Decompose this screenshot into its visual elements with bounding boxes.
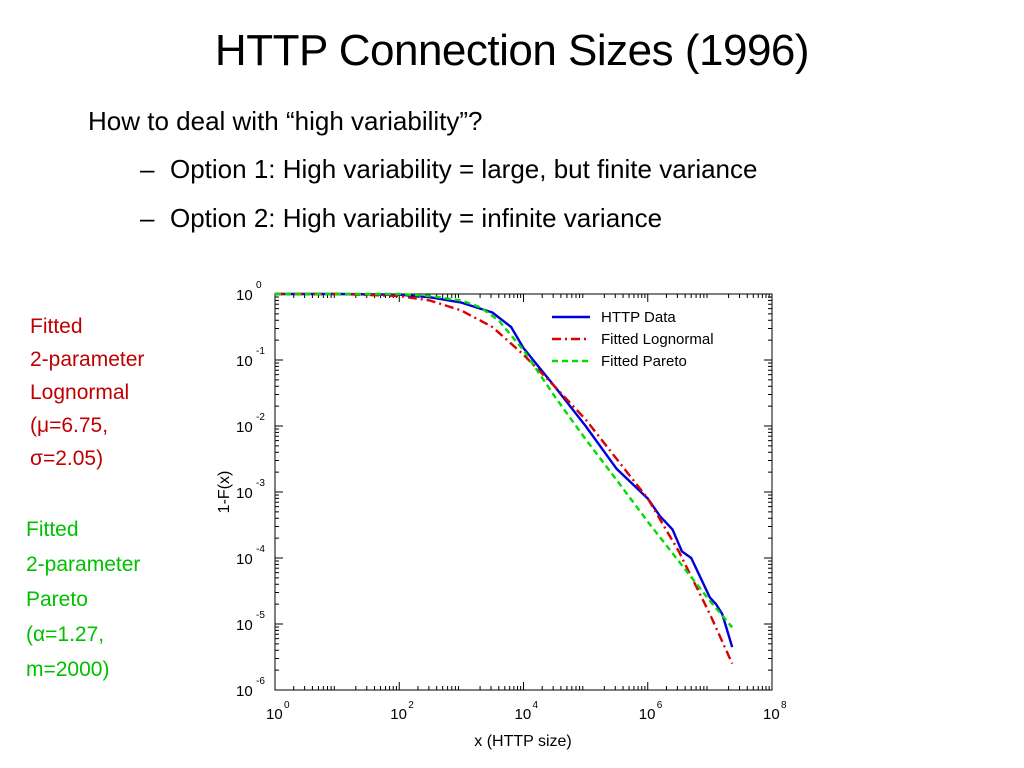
x-tick-label: 10 <box>763 706 780 723</box>
x-tick-label: 10 <box>266 706 283 723</box>
note-line: Pareto <box>26 588 88 611</box>
note-line: (μ=6.75, <box>30 414 109 437</box>
legend-label: HTTP Data <box>601 309 676 326</box>
series-lines <box>275 292 734 665</box>
note-line: 2-parameter <box>30 348 145 371</box>
y-tick-exponent: -3 <box>256 478 265 489</box>
x-axis-label: x (HTTP size) <box>474 733 571 750</box>
lognormal-fit-note: Fitted 2-parameter Lognormal (μ=6.75, σ=… <box>30 310 144 475</box>
sub-bullet-text: Option 1: High variability = large, but … <box>170 154 758 184</box>
note-line: (α=1.27, <box>26 623 105 646</box>
sub-bullet-text: Option 2: High variability = infinite va… <box>170 203 663 233</box>
y-tick-label: 10 <box>236 287 253 304</box>
y-tick-label: 10 <box>236 485 253 502</box>
y-tick-label: 10 <box>236 353 253 370</box>
sub-bullet-option-2: – Option 2: High variability = infinite v… <box>140 203 662 234</box>
main-bullet: How to deal with “high variability”? <box>88 106 483 136</box>
series-line-http-data <box>275 292 734 648</box>
y-tick-exponent: -6 <box>256 676 265 687</box>
y-tick-exponent: -5 <box>256 610 265 621</box>
x-tick-label: 10 <box>390 706 407 723</box>
y-tick-label: 10 <box>236 617 253 634</box>
x-tick-label: 10 <box>639 706 656 723</box>
note-line: Lognormal <box>30 381 130 404</box>
y-tick-exponent: 0 <box>256 280 262 291</box>
y-tick-exponent: -1 <box>256 346 265 357</box>
bullet-dash: – <box>140 203 155 233</box>
legend-label: Fitted Pareto <box>601 353 687 370</box>
note-line: σ=2.05) <box>30 447 104 470</box>
x-tick-exponent: 6 <box>657 700 663 711</box>
series-line-fitted-lognormal <box>275 292 734 665</box>
series-line-fitted-pareto <box>275 292 734 629</box>
plot-frame <box>274 293 773 691</box>
legend: HTTP Data Fitted Lognormal Fitted Pareto <box>552 309 714 370</box>
note-line: 2-parameter <box>26 553 141 576</box>
y-tick-label: 10 <box>236 551 253 568</box>
axis-ticks: 10010210410610810010-110-210-310-410-510… <box>236 280 787 723</box>
x-tick-exponent: 4 <box>533 700 539 711</box>
pareto-fit-note: Fitted 2-parameter Pareto (α=1.27, m=200… <box>26 512 140 687</box>
legend-label: Fitted Lognormal <box>601 331 714 348</box>
y-tick-label: 10 <box>236 683 253 700</box>
bullet-dash: – <box>140 154 155 184</box>
y-tick-exponent: -4 <box>256 544 265 555</box>
slide-title: HTTP Connection Sizes (1996) <box>214 26 810 75</box>
note-line: Fitted <box>30 315 83 338</box>
y-axis-label: 1-F(x) <box>216 471 233 514</box>
x-tick-label: 10 <box>515 706 532 723</box>
y-tick-label: 10 <box>236 419 253 436</box>
x-tick-exponent: 2 <box>408 700 414 711</box>
sub-bullet-option-1: – Option 1: High variability = large, but… <box>140 154 757 185</box>
note-line: m=2000) <box>26 658 110 681</box>
x-tick-exponent: 0 <box>284 700 290 711</box>
x-tick-exponent: 8 <box>781 700 787 711</box>
y-tick-exponent: -2 <box>256 412 265 423</box>
note-line: Fitted <box>26 518 79 541</box>
